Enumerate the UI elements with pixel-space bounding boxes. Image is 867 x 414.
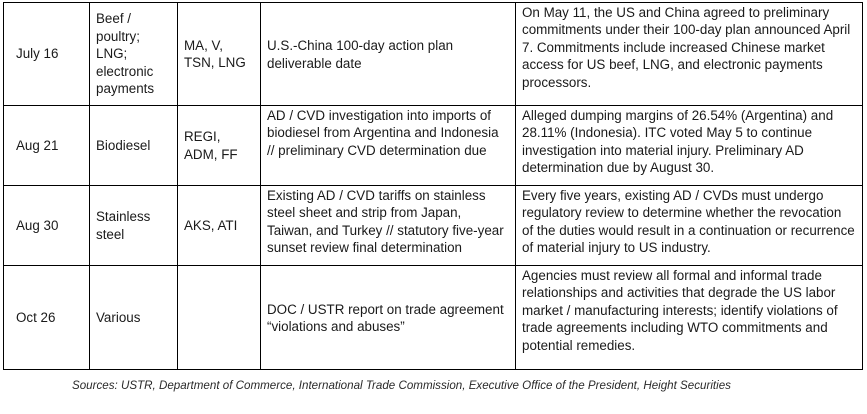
sector: Various bbox=[89, 265, 178, 370]
event-date: Aug 30 bbox=[3, 185, 90, 266]
trade-events-table: July 16 Beef / poultry; LNG; electronic … bbox=[3, 2, 863, 370]
sources-note: Sources: USTR, Department of Commerce, I… bbox=[72, 379, 731, 392]
table-row: Oct 26 Various DOC / USTR report on trad… bbox=[3, 265, 863, 370]
sector: Stainless steel bbox=[89, 185, 178, 266]
event-description: Existing AD / CVD tariffs on stainless s… bbox=[260, 185, 516, 266]
event-description: DOC / USTR report on trade agreement “vi… bbox=[260, 265, 516, 370]
event-details: On May 11, the US and China agreed to pr… bbox=[515, 2, 863, 106]
event-details: Every five years, existing AD / CVDs mus… bbox=[515, 185, 863, 266]
table-row: Aug 30 Stainless steel AKS, ATI Existing… bbox=[3, 185, 863, 266]
event-description: AD / CVD investigation into imports of b… bbox=[260, 105, 516, 186]
event-details: Agencies must review all formal and info… bbox=[515, 265, 863, 370]
table-row: July 16 Beef / poultry; LNG; electronic … bbox=[3, 2, 863, 106]
event-description: U.S.-China 100-day action plan deliverab… bbox=[260, 2, 516, 106]
event-date: July 16 bbox=[3, 2, 90, 106]
event-date: Oct 26 bbox=[3, 265, 90, 370]
table-row: Aug 21 Biodiesel REGI, ADM, FF AD / CVD … bbox=[3, 105, 863, 186]
sector: Biodiesel bbox=[89, 105, 178, 186]
tickers: MA, V, TSN, LNG bbox=[177, 2, 261, 106]
tickers bbox=[177, 265, 261, 370]
sector: Beef / poultry; LNG; electronic payments bbox=[89, 2, 178, 106]
tickers: AKS, ATI bbox=[177, 185, 261, 266]
event-date: Aug 21 bbox=[3, 105, 90, 186]
tickers: REGI, ADM, FF bbox=[177, 105, 261, 186]
event-details: Alleged dumping margins of 26.54% (Argen… bbox=[515, 105, 863, 186]
